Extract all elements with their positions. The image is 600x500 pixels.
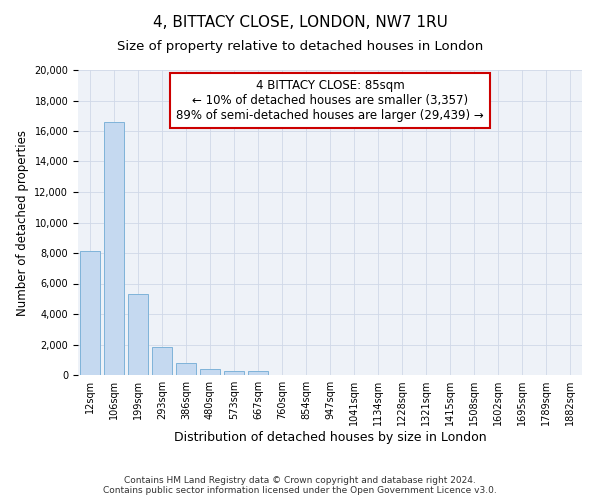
Text: Size of property relative to detached houses in London: Size of property relative to detached ho… bbox=[117, 40, 483, 53]
Bar bbox=[152, 347, 172, 375]
Bar bbox=[200, 369, 220, 375]
Bar bbox=[128, 294, 148, 375]
Bar bbox=[104, 122, 124, 375]
X-axis label: Distribution of detached houses by size in London: Distribution of detached houses by size … bbox=[173, 431, 487, 444]
Text: Contains HM Land Registry data © Crown copyright and database right 2024.
Contai: Contains HM Land Registry data © Crown c… bbox=[103, 476, 497, 495]
Text: 4 BITTACY CLOSE: 85sqm
← 10% of detached houses are smaller (3,357)
89% of semi-: 4 BITTACY CLOSE: 85sqm ← 10% of detached… bbox=[176, 79, 484, 122]
Text: 4, BITTACY CLOSE, LONDON, NW7 1RU: 4, BITTACY CLOSE, LONDON, NW7 1RU bbox=[152, 15, 448, 30]
Y-axis label: Number of detached properties: Number of detached properties bbox=[16, 130, 29, 316]
Bar bbox=[248, 372, 268, 375]
Bar bbox=[80, 252, 100, 375]
Bar bbox=[224, 371, 244, 375]
Bar bbox=[176, 363, 196, 375]
